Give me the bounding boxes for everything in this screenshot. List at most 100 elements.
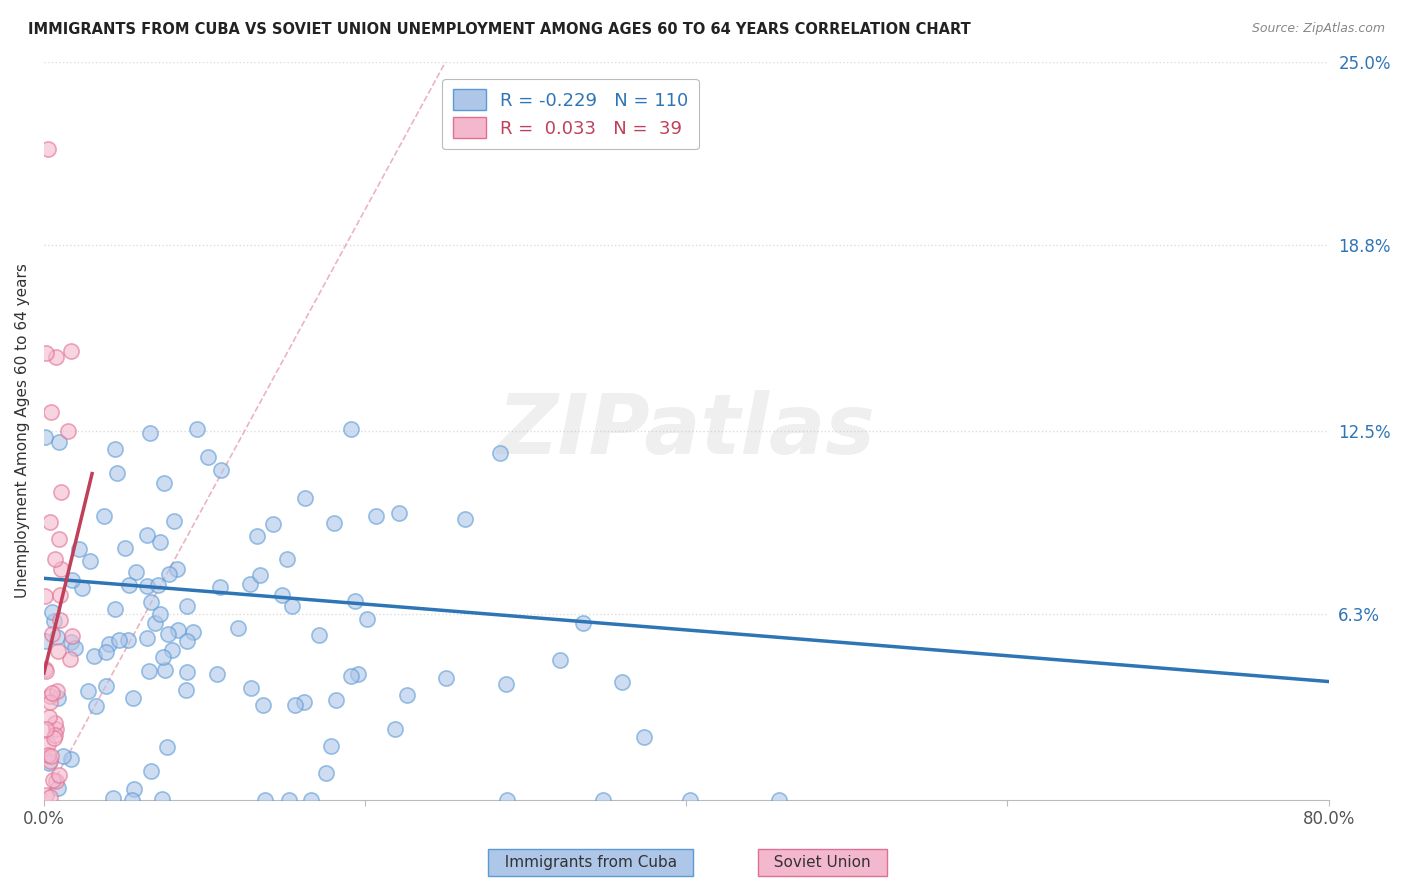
Text: ZIPatlas: ZIPatlas [498,391,875,471]
Point [364,509,387,524]
Point [209,463,232,477]
Point [181,624,204,639]
Point [252,698,274,713]
Point [60,343,83,358]
Point [280,599,302,613]
Point [572,616,595,631]
Point [70,581,93,595]
Point [46,691,69,706]
Text: Immigrants from Cuba: Immigrants from Cuba [495,855,686,870]
Point [434,671,457,685]
Point [38,694,60,708]
Point [284,698,307,712]
Point [39,515,62,529]
Point [271,588,294,602]
Point [254,792,277,806]
Point [163,514,186,528]
Y-axis label: Unemployment Among Ages 60 to 64 years: Unemployment Among Ages 60 to 64 years [15,263,30,599]
Point [37,748,59,763]
Point [94,645,117,659]
Point [246,529,269,543]
Point [343,594,366,608]
Point [239,576,262,591]
Point [48,588,70,602]
Point [60,573,83,587]
Point [34,589,56,603]
Point [277,792,299,806]
Point [679,792,702,806]
Point [176,599,198,613]
Point [294,491,316,505]
Point [39,405,62,419]
Point [299,792,322,806]
Point [160,643,183,657]
Point [114,541,136,555]
Point [249,567,271,582]
Point [388,506,411,520]
Point [49,485,72,500]
Point [101,791,124,805]
Point [39,748,62,763]
Point [44,551,66,566]
Point [226,622,249,636]
Point [122,781,145,796]
Point [77,683,100,698]
Point [108,633,131,648]
Point [46,780,69,795]
Point [152,475,174,490]
Point [136,631,159,645]
Point [39,754,62,768]
Point [51,749,73,764]
Point [346,667,368,681]
Point [104,602,127,616]
Point [610,674,633,689]
Point [155,663,177,677]
Point [98,636,121,650]
Point [105,467,128,481]
Point [150,792,173,806]
Point [453,512,475,526]
Point [633,731,655,745]
Point [49,562,72,576]
Point [122,691,145,706]
Point [59,634,82,648]
Point [46,643,69,657]
Point [139,595,162,609]
Point [384,722,406,736]
Point [148,578,170,592]
Point [121,792,143,806]
Point [176,683,198,698]
Point [62,629,84,643]
Point [149,535,172,549]
Point [48,614,70,628]
Point [37,737,59,751]
Point [138,426,160,441]
Point [167,623,190,637]
Point [96,680,118,694]
Point [48,532,70,546]
Point [321,739,343,753]
Point [149,607,172,622]
Point [117,633,139,648]
Point [262,517,284,532]
Point [396,688,419,702]
Legend: R = -0.229   N = 110, R =  0.033   N =  39: R = -0.229 N = 110, R = 0.033 N = 39 [443,78,699,149]
Point [37,143,59,157]
Point [38,710,60,724]
Point [44,731,66,745]
Point [136,528,159,542]
Point [63,641,86,656]
Point [46,631,69,645]
Point [60,752,83,766]
Point [152,650,174,665]
Point [176,665,198,679]
Point [34,722,56,736]
Point [205,667,228,681]
Point [34,633,56,648]
Point [42,772,65,787]
Point [292,694,315,708]
Point [548,653,571,667]
Point [44,729,66,743]
Point [592,792,614,806]
Point [41,627,63,641]
